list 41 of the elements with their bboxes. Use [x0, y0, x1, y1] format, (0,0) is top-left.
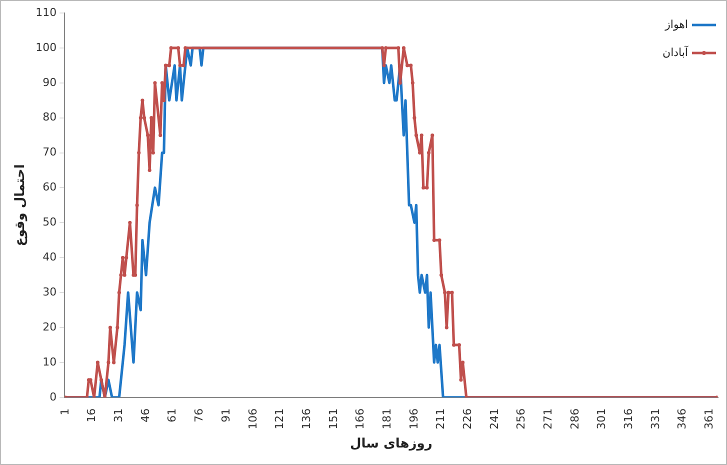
- x-tick-label: 61: [166, 408, 179, 422]
- x-tick-label: 16: [85, 408, 98, 422]
- x-tick-label: 91: [219, 408, 232, 422]
- y-axis-title: احتمال وقوع: [13, 164, 28, 246]
- x-tick-label: 211: [434, 408, 448, 430]
- y-tick-label: 0: [50, 390, 57, 404]
- x-tick-label: 241: [488, 408, 501, 430]
- x-tick-label: 76: [192, 408, 206, 422]
- y-tick-label: 80: [42, 110, 57, 124]
- y-tick-label: 30: [42, 285, 57, 298]
- x-tick-label: 346: [676, 408, 689, 430]
- y-tick-label: 20: [42, 320, 57, 334]
- x-tick-label: 331: [648, 408, 662, 430]
- x-axis-title: روزهای سال: [350, 436, 432, 452]
- x-tick-label: 301: [595, 408, 608, 430]
- x-tick-label: 121: [273, 408, 286, 430]
- y-tick-label: 40: [42, 250, 57, 264]
- x-tick-label: 271: [542, 408, 555, 430]
- x-tick-label: 196: [407, 408, 420, 430]
- y-tick-label: 110: [36, 6, 57, 19]
- y-tick-label: 100: [36, 40, 57, 54]
- x-tick-label: 151: [326, 408, 340, 430]
- x-tick-label: 226: [460, 408, 474, 430]
- y-tick-label: 70: [42, 146, 57, 159]
- legend-label: اهواز: [664, 18, 688, 31]
- y-tick-label: 60: [42, 180, 57, 194]
- x-tick-label: 136: [300, 408, 313, 430]
- x-tick-label: 361: [702, 408, 716, 430]
- x-tick-label: 166: [354, 408, 367, 430]
- legend-label: آبادان: [662, 44, 689, 59]
- x-tick-label: 316: [622, 408, 636, 430]
- x-tick-label: 181: [380, 408, 394, 430]
- x-tick-label: 46: [138, 408, 152, 422]
- y-tick-label: 10: [42, 355, 57, 368]
- x-tick-label: 1: [58, 408, 72, 416]
- y-tick-label: 50: [42, 216, 57, 229]
- x-tick-label: 31: [112, 408, 126, 422]
- x-tick-label: 106: [246, 408, 260, 430]
- x-tick-label: 286: [568, 408, 582, 430]
- y-tick-label: 90: [42, 76, 57, 89]
- x-tick-label: 256: [514, 408, 528, 430]
